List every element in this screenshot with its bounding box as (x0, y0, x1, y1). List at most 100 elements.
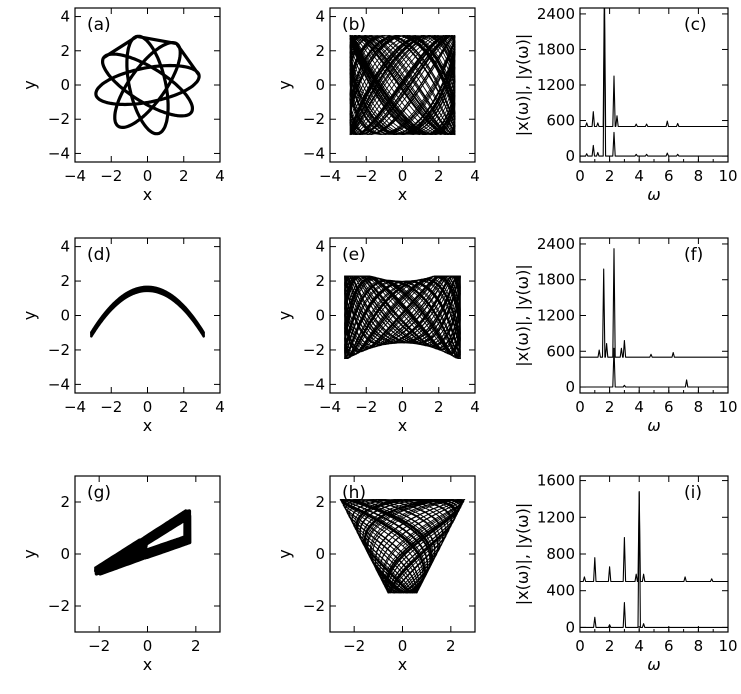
panel-i-xtick-label: 10 (718, 637, 737, 655)
panel-d-ytick-label: −4 (48, 375, 70, 393)
panel-c-xlabel: ω (647, 185, 660, 204)
panel-e-label: (e) (342, 245, 366, 265)
panel-f-ytick-label: 1800 (537, 271, 575, 289)
panel-e-ytick-label: −2 (303, 341, 325, 359)
panel-d-xtick-label: 4 (215, 398, 225, 416)
panel-a-xtick-label: −2 (100, 167, 122, 185)
panel-e-ytick-label: 0 (315, 307, 325, 325)
panel-h-label: (h) (342, 483, 366, 503)
panel-e-data (344, 275, 461, 360)
panel-f-frame (579, 237, 729, 394)
panel-a-xlabel: x (143, 185, 152, 204)
panel-a-ytick-label: −4 (48, 144, 70, 162)
panel-b-ytick-label: 4 (315, 8, 325, 26)
panel-i-ytick-label: 1600 (537, 472, 575, 490)
panel-i-xtick-label: 0 (575, 637, 585, 655)
panel-c-series-1 (580, 13, 728, 157)
panel-e-ylabel: y (275, 311, 294, 320)
panel-i: 0 2 4 6 8 10 0 400 800 1200 1600 ω |x(ω)|, |y(ω)| (i) (513, 472, 738, 674)
panel-e-xtick-label: 0 (398, 398, 408, 416)
panel-e-ytick-label: 2 (315, 272, 325, 290)
panel-c-xtick-label: 10 (718, 167, 737, 185)
panel-h-ytick-label: −2 (303, 597, 325, 615)
panel-c-ytick-label: 600 (546, 112, 575, 130)
panel-b-xtick-label: 0 (398, 167, 408, 185)
panel-d-ytick-label: 4 (60, 238, 70, 256)
panel-g: −2 0 2 −2 0 2 x y (g) (20, 475, 221, 674)
panel-f-series-1 (580, 347, 728, 388)
panel-f-label: (f) (684, 245, 703, 265)
panel-h-data (339, 498, 466, 594)
panel-e: −4 −2 0 2 4 −4 −2 0 2 4 x y (e) (275, 237, 480, 435)
panel-g-label: (g) (87, 483, 111, 503)
panel-e-xlabel: x (398, 416, 407, 435)
panel-d-ylabel: y (20, 311, 39, 320)
panel-g-ytick-label: 2 (60, 493, 70, 511)
panel-c-xtick-label: 0 (575, 167, 585, 185)
panel-d-xtick-label: 0 (143, 398, 153, 416)
panel-h-ylabel: y (275, 549, 294, 558)
panel-c-data (580, 8, 728, 157)
panel-b: −4 −2 0 2 4 −4 −2 0 2 4 x y (b) (275, 7, 480, 204)
panel-g-xtick-label: 2 (191, 637, 201, 655)
panel-e-xtick-label: −2 (355, 398, 377, 416)
panel-g-xtick-label: −2 (88, 637, 110, 655)
panel-b-xtick-label: 4 (470, 167, 480, 185)
panel-h-xtick-label: −2 (343, 637, 365, 655)
panel-f-ylabel: |x(ω)|, |y(ω)| (513, 264, 532, 366)
panel-f-xtick-label: 10 (718, 398, 737, 416)
panel-f-xtick-label: 4 (634, 398, 644, 416)
panel-h-xtick-label: 0 (398, 637, 408, 655)
panel-i-xtick-label: 6 (664, 637, 674, 655)
panel-d-data (90, 285, 205, 338)
panel-i-series-1 (580, 491, 728, 628)
panel-e-ytick-label: 4 (315, 238, 325, 256)
panel-a-xtick-label: 4 (215, 167, 225, 185)
panel-i-ytick-label: 0 (565, 618, 575, 636)
panel-i-label: (i) (684, 483, 702, 503)
panel-g-trajectory (94, 509, 192, 576)
panel-b-data (349, 34, 456, 136)
panel-f-data (580, 248, 728, 388)
panel-h-xtick-label: 2 (446, 637, 456, 655)
panel-f-xtick-label: 0 (575, 398, 585, 416)
panel-a-xtick-label: 2 (179, 167, 189, 185)
panel-h-xlabel: x (398, 655, 407, 674)
panel-e-xtick-label: −4 (319, 398, 341, 416)
panel-i-frame (579, 475, 729, 633)
panel-b-trajectory (349, 34, 456, 136)
panel-d-label: (d) (87, 245, 111, 265)
panel-d-ytick-label: 2 (60, 272, 70, 290)
panel-a-ylabel: y (20, 80, 39, 89)
panel-c-xtick-label: 6 (664, 167, 674, 185)
panel-f-series-0 (580, 248, 728, 358)
panel-i-ytick-label: 1200 (537, 508, 575, 526)
panel-f-xtick-label: 6 (664, 398, 674, 416)
panel-a-xtick-label: −4 (64, 167, 86, 185)
panel-f-ytick-label: 0 (565, 378, 575, 396)
panel-a-data (94, 34, 201, 136)
panel-a-xtick-label: 0 (143, 167, 153, 185)
panel-a-label: (a) (87, 15, 111, 35)
panel-f-xtick-label: 2 (605, 398, 615, 416)
panel-d-trajectory (90, 285, 205, 338)
panel-e-ytick-label: −4 (303, 375, 325, 393)
panel-i-xtick-label: 8 (694, 637, 704, 655)
panel-i-xtick-label: 2 (605, 637, 615, 655)
panel-b-ylabel: y (275, 80, 294, 89)
panel-i-ytick-label: 400 (546, 582, 575, 600)
panel-a-ytick-label: 0 (60, 76, 70, 94)
panel-d-xtick-label: 2 (179, 398, 189, 416)
panel-c-ytick-label: 1200 (537, 76, 575, 94)
panel-h-trajectory (339, 498, 466, 594)
panel-c-ytick-label: 1800 (537, 40, 575, 58)
panel-b-xtick-label: −2 (355, 167, 377, 185)
panel-h-ytick-label: 0 (315, 545, 325, 563)
panel-e-xtick-label: 2 (434, 398, 444, 416)
panel-f-xtick-label: 8 (694, 398, 704, 416)
panel-b-xtick-label: 2 (434, 167, 444, 185)
panel-i-ytick-label: 800 (546, 545, 575, 563)
panel-h-ytick-label: 2 (315, 493, 325, 511)
